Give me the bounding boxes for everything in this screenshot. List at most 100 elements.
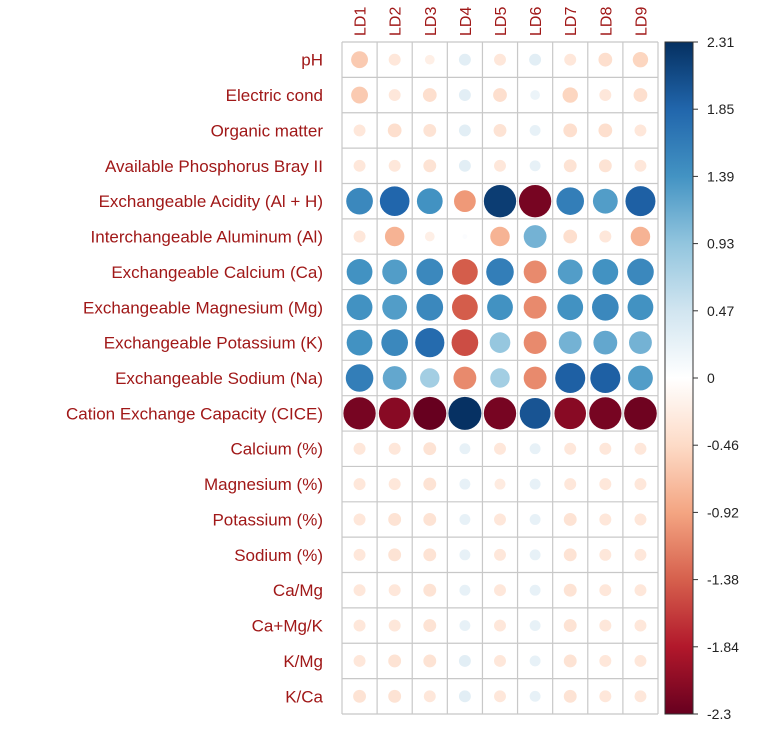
cell-circle	[529, 655, 541, 667]
cell-circle	[379, 186, 410, 216]
cell-circle	[494, 654, 506, 667]
cell-circle	[382, 259, 408, 285]
cell-circle	[353, 230, 366, 243]
cell-circle	[629, 331, 652, 355]
cell-circle	[599, 478, 612, 491]
cell-circle	[599, 230, 612, 243]
cell-circle	[634, 513, 647, 526]
cell-circle	[529, 160, 541, 172]
cell-circle	[384, 226, 405, 247]
cell-circle	[453, 190, 476, 213]
cell-circle	[343, 397, 376, 430]
row-label: Organic matter	[211, 121, 324, 140]
cell-circle	[563, 689, 577, 703]
cell-circle	[458, 690, 471, 703]
cell-circle	[599, 619, 612, 632]
cell-circle	[388, 53, 401, 66]
colorbar	[664, 41, 694, 715]
cell-circle	[562, 87, 578, 103]
cell-circle	[458, 124, 471, 137]
cell-circle	[424, 54, 435, 65]
cell-circle	[557, 294, 584, 321]
cell-circle	[353, 619, 366, 632]
cell-circle	[634, 442, 647, 455]
cell-circle	[451, 259, 478, 285]
cell-circle	[598, 52, 613, 67]
cell-circle	[448, 396, 482, 430]
cell-circle	[529, 620, 541, 632]
cell-circle	[353, 584, 366, 597]
cell-circle	[563, 229, 578, 244]
cell-circle	[628, 365, 653, 391]
column-label: LD2	[388, 7, 405, 36]
cell-circle	[494, 584, 506, 597]
cell-circle	[589, 397, 622, 430]
cell-circle	[599, 89, 612, 102]
cell-circle	[563, 619, 577, 633]
colorbar-tick-label: -0.92	[707, 504, 739, 520]
cell-circle	[388, 89, 401, 102]
cell-circle	[598, 159, 612, 173]
cell-circle	[494, 159, 506, 172]
cell-circle	[423, 159, 437, 173]
row-label: Interchangeable Aluminum (Al)	[91, 228, 323, 247]
cell-circle	[630, 226, 651, 247]
cell-circle	[563, 159, 577, 173]
row-label: Exchangeable Potassium (K)	[104, 334, 323, 353]
cell-circle	[529, 478, 541, 490]
cell-circle	[413, 396, 447, 430]
row-label: Exchangeable Sodium (Na)	[115, 369, 323, 388]
cell-circle	[420, 368, 440, 388]
colorbar-tick-label: -0.46	[707, 437, 739, 453]
colorbar-tick-label: 0.47	[707, 303, 734, 319]
column-label: LD9	[633, 7, 650, 36]
cell-circle	[388, 442, 401, 455]
cell-circle	[634, 548, 647, 561]
cell-circle	[459, 549, 471, 561]
cell-circle	[529, 514, 541, 525]
row-label: Ca/Mg	[273, 581, 323, 600]
cell-circle	[563, 654, 577, 668]
cell-circle	[486, 258, 514, 286]
row-label: K/Ca	[285, 687, 323, 706]
cell-circle	[351, 86, 368, 104]
cell-circle	[346, 294, 373, 321]
row-label: K/Mg	[283, 652, 323, 671]
row-label: Magnesium (%)	[204, 475, 323, 494]
cell-circle	[599, 513, 612, 526]
cell-circle	[564, 442, 577, 455]
cell-circle	[378, 397, 411, 430]
column-label: LD8	[598, 7, 615, 36]
row-label: Exchangeable Calcium (Ca)	[111, 263, 323, 282]
cell-circle	[388, 478, 401, 491]
cell-circle	[530, 90, 540, 100]
cell-circle	[489, 332, 511, 353]
cell-circle	[556, 187, 585, 215]
cell-circle	[563, 513, 577, 526]
cell-circle	[633, 88, 648, 102]
row-label: Sodium (%)	[234, 546, 323, 565]
cell-circle	[592, 259, 619, 285]
cell-circle	[599, 690, 612, 703]
cell-circle	[634, 159, 647, 172]
cell-circle	[490, 226, 510, 247]
cell-circle	[518, 184, 552, 218]
cell-circle	[624, 397, 657, 430]
cell-circle	[353, 654, 366, 667]
row-label: pH	[301, 51, 323, 70]
cell-circle	[346, 187, 373, 215]
cell-circle	[458, 654, 471, 667]
cell-circle	[563, 123, 578, 138]
colorbar-tick-label: 0	[707, 370, 715, 386]
cell-circle	[564, 53, 577, 66]
cell-circle	[388, 619, 401, 632]
cell-circle	[523, 295, 547, 319]
cell-circle	[459, 584, 471, 596]
cell-circle	[529, 53, 542, 66]
cell-circle	[529, 690, 541, 702]
cell-circle	[453, 366, 477, 390]
cell-circle	[529, 549, 541, 561]
column-label: LD5	[493, 7, 510, 36]
cell-circle	[388, 159, 401, 172]
cell-circle	[592, 188, 618, 214]
